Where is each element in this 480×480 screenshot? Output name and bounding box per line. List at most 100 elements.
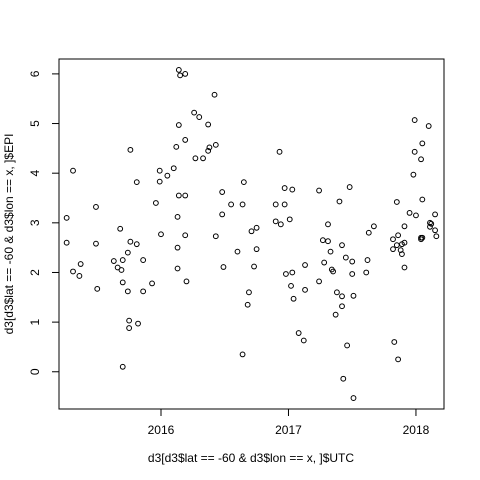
data-point <box>346 184 353 190</box>
data-point <box>228 201 235 208</box>
data-point <box>319 237 326 244</box>
data-point <box>401 223 408 230</box>
data-point <box>246 289 252 296</box>
data-point <box>182 70 189 77</box>
y-tick-label: 6 <box>28 70 42 77</box>
data-point <box>344 342 351 349</box>
data-points <box>63 67 440 401</box>
data-point <box>182 232 189 239</box>
data-point <box>149 280 155 287</box>
data-point <box>365 229 372 236</box>
data-point <box>350 395 357 401</box>
data-point <box>350 292 357 299</box>
data-point <box>135 320 141 327</box>
data-point <box>325 221 331 228</box>
x-tick-label: 2018 <box>403 423 430 437</box>
data-point <box>196 114 203 120</box>
data-point <box>330 268 336 275</box>
data-point <box>283 271 289 277</box>
data-point <box>170 165 177 172</box>
data-point <box>290 295 297 302</box>
data-point <box>126 317 133 324</box>
data-point <box>175 122 182 128</box>
data-point <box>427 219 433 226</box>
data-point <box>126 325 133 331</box>
data-point <box>289 269 296 276</box>
y-tick-label: 3 <box>28 219 42 226</box>
data-point <box>413 212 419 219</box>
data-point <box>364 257 371 263</box>
data-point <box>253 246 260 253</box>
data-point <box>173 143 180 150</box>
data-point <box>295 330 302 336</box>
data-point <box>211 91 218 98</box>
data-point <box>174 213 181 220</box>
data-point <box>336 198 343 205</box>
data-point <box>205 147 212 154</box>
data-point <box>411 148 418 155</box>
data-point <box>395 356 402 363</box>
data-point <box>127 146 134 153</box>
data-point <box>332 311 339 318</box>
data-point <box>427 223 433 230</box>
data-point <box>206 144 213 151</box>
data-point <box>219 211 226 218</box>
data-point <box>339 293 345 300</box>
data-point <box>286 216 293 223</box>
data-point <box>302 262 308 268</box>
data-point <box>200 155 206 162</box>
data-point <box>418 156 424 163</box>
data-point <box>119 257 126 263</box>
data-point <box>276 148 283 155</box>
data-point <box>175 192 182 199</box>
data-point <box>183 278 190 285</box>
data-point <box>110 258 117 264</box>
data-point <box>192 155 199 162</box>
data-point <box>118 267 125 273</box>
data-point <box>272 201 279 208</box>
data-point <box>220 264 227 270</box>
data-point <box>248 228 255 235</box>
data-point <box>418 236 424 243</box>
data-point <box>321 259 328 266</box>
data-point <box>302 286 308 293</box>
data-point <box>349 271 356 277</box>
data-point <box>288 282 294 289</box>
data-point <box>152 200 159 206</box>
data-point <box>133 179 140 186</box>
data-point <box>395 232 402 239</box>
data-point <box>401 264 408 271</box>
y-tick-label: 1 <box>28 318 42 325</box>
data-point <box>390 246 396 253</box>
data-point <box>281 201 288 208</box>
data-point <box>419 140 426 147</box>
data-point <box>174 265 181 272</box>
data-point <box>219 189 226 195</box>
data-point <box>117 225 124 232</box>
data-point <box>393 199 400 205</box>
y-tick-label: 0 <box>28 368 42 375</box>
y-axis: 0 1 2 3 4 5 6 <box>28 70 60 375</box>
data-point <box>127 238 134 245</box>
data-point <box>327 248 334 255</box>
data-point <box>410 171 417 178</box>
data-point <box>77 261 84 267</box>
data-point <box>239 351 246 358</box>
data-point <box>140 288 147 295</box>
data-point <box>432 211 438 218</box>
data-point <box>340 375 347 382</box>
y-axis-label: d3[d3$lat == -60 & d3$lon == x, ]$EPI <box>2 134 16 335</box>
data-point <box>316 187 322 194</box>
x-tick-label: 2017 <box>275 423 302 437</box>
data-point <box>339 242 345 249</box>
data-point <box>272 218 279 225</box>
data-point <box>289 186 296 193</box>
data-point <box>432 227 438 234</box>
x-axis: 2016 2017 2018 <box>148 408 430 437</box>
data-point <box>411 117 418 123</box>
data-point <box>158 231 164 238</box>
data-point <box>124 288 131 295</box>
data-point <box>370 223 377 230</box>
data-point <box>205 121 212 128</box>
